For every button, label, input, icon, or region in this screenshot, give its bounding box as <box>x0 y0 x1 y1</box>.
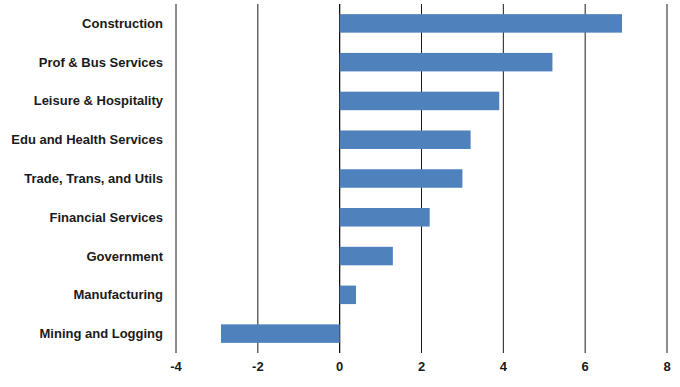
bar <box>340 208 430 227</box>
tick-label: 2 <box>418 359 425 374</box>
category-label: Construction <box>82 16 163 31</box>
bar <box>340 130 471 149</box>
category-label: Financial Services <box>50 210 163 225</box>
tick-label: 8 <box>663 359 670 374</box>
bars <box>221 14 622 343</box>
chart-svg: -4 -2 0 2 4 6 8 Construction Prof & Bus Services… <box>0 0 680 387</box>
grid-line <box>667 4 668 353</box>
tick-label: 0 <box>336 359 343 374</box>
grid-line <box>257 4 258 353</box>
bar <box>340 286 356 305</box>
bar <box>340 53 553 72</box>
grid-line <box>585 4 586 353</box>
tick-label: 4 <box>500 359 508 374</box>
category-label: Trade, Trans, and Utils <box>24 171 163 186</box>
category-label: Manufacturing <box>73 287 163 302</box>
category-label: Prof & Bus Services <box>39 55 163 70</box>
bar <box>340 92 500 111</box>
bar <box>340 14 622 33</box>
category-label: Mining and Logging <box>40 326 164 341</box>
grid <box>176 4 667 353</box>
bar <box>340 247 393 265</box>
chart-container: -4 -2 0 2 4 6 8 Construction Prof & Bus Services… <box>0 0 680 387</box>
tick-label: -4 <box>170 359 182 374</box>
category-label: Government <box>86 249 163 264</box>
tick-label: -2 <box>252 359 264 374</box>
category-label: Leisure & Hospitality <box>34 93 164 108</box>
tick-label: 6 <box>582 359 589 374</box>
bar <box>340 169 463 188</box>
category-label: Edu and Health Services <box>11 132 163 147</box>
grid-line <box>176 4 177 353</box>
bar <box>221 324 340 343</box>
